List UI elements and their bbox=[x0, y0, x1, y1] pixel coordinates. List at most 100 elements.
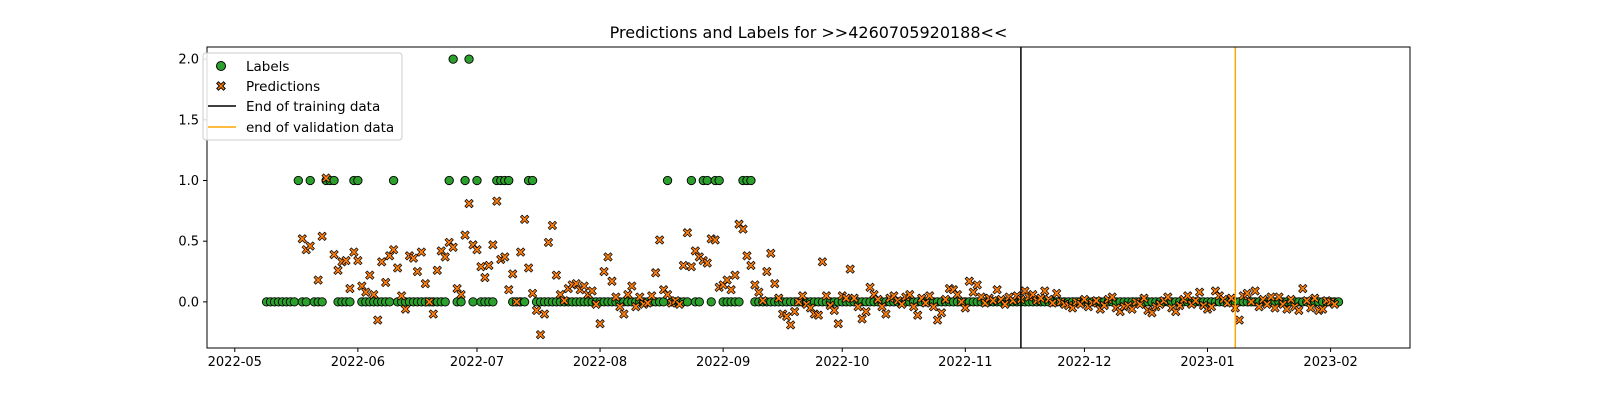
prediction-point bbox=[591, 299, 601, 310]
label-point bbox=[662, 175, 673, 186]
prediction-point bbox=[897, 299, 907, 310]
prediction-point bbox=[650, 268, 661, 278]
label-point bbox=[472, 175, 482, 186]
label-point bbox=[706, 297, 716, 307]
x-axis: 2022-05 2022-06 2022-07 2022-08 2022-09 2022-… bbox=[208, 348, 1358, 370]
prediction-point bbox=[988, 295, 998, 306]
prediction-point bbox=[341, 255, 351, 266]
label-point bbox=[682, 297, 693, 307]
prediction-point bbox=[829, 305, 840, 316]
prediction-point bbox=[1302, 295, 1312, 306]
prediction-point bbox=[595, 319, 605, 329]
prediction-point bbox=[770, 278, 780, 289]
prediction-point bbox=[519, 214, 530, 225]
label-point bbox=[658, 297, 669, 307]
prediction-point bbox=[472, 244, 482, 255]
label-point bbox=[694, 297, 704, 307]
label-point bbox=[384, 297, 395, 307]
prediction-point bbox=[920, 298, 931, 308]
prediction-point bbox=[762, 266, 772, 277]
prediction-point bbox=[448, 242, 458, 252]
prediction-point bbox=[400, 304, 411, 314]
x-tick-label: 2022-10 bbox=[815, 355, 869, 370]
prediction-point bbox=[559, 295, 570, 306]
x-tick-label: 2022-12 bbox=[1057, 355, 1111, 370]
prediction-point bbox=[464, 198, 474, 209]
prediction-point bbox=[1310, 293, 1320, 303]
prediction-point bbox=[321, 173, 331, 183]
label-point bbox=[460, 175, 470, 186]
prediction-point bbox=[674, 299, 685, 310]
x-tick-label: 2022-11 bbox=[938, 355, 992, 370]
label-point bbox=[345, 297, 355, 307]
y-tick-label: 1.5 bbox=[178, 113, 199, 128]
prediction-point bbox=[758, 295, 768, 306]
prediction-point bbox=[1234, 315, 1244, 325]
prediction-point bbox=[710, 235, 720, 245]
prediction-point bbox=[702, 258, 712, 268]
prediction-point bbox=[1047, 298, 1058, 308]
label-point bbox=[305, 175, 315, 186]
prediction-point bbox=[623, 289, 633, 300]
prediction-point bbox=[373, 315, 383, 325]
plot-frame bbox=[206, 46, 1411, 349]
prediction-point bbox=[662, 289, 673, 300]
prediction-point bbox=[781, 311, 792, 322]
prediction-point bbox=[305, 241, 315, 251]
prediction-point bbox=[412, 266, 423, 277]
prediction-point bbox=[992, 285, 1002, 295]
prediction-point bbox=[750, 280, 760, 290]
prediction-point bbox=[551, 270, 562, 280]
legend: Labels Predictions End of training data … bbox=[202, 52, 403, 141]
prediction-point bbox=[440, 252, 450, 262]
prediction-point bbox=[845, 264, 855, 274]
prediction-point bbox=[654, 235, 665, 245]
prediction-point bbox=[1040, 286, 1050, 296]
y-tick-label: 0.0 bbox=[178, 295, 199, 310]
prediction-point bbox=[1107, 292, 1117, 302]
prediction-point bbox=[960, 303, 971, 313]
x-tick-label: 2022-05 bbox=[208, 355, 262, 370]
prediction-point bbox=[376, 257, 387, 267]
prediction-point bbox=[388, 244, 399, 255]
prediction-point bbox=[1000, 299, 1010, 310]
legend-labels-marker bbox=[216, 61, 226, 71]
prediction-point bbox=[813, 310, 824, 320]
prediction-point bbox=[1194, 287, 1205, 297]
prediction-point bbox=[1250, 286, 1260, 296]
prediction-point bbox=[611, 292, 621, 302]
prediction-point bbox=[1282, 304, 1292, 314]
prediction-point bbox=[909, 302, 919, 312]
prediction-point bbox=[317, 231, 327, 242]
prediction-point bbox=[484, 260, 494, 271]
prediction-point bbox=[1317, 304, 1328, 314]
prediction-point bbox=[746, 260, 756, 271]
x-tick-label: 2022-07 bbox=[450, 355, 504, 370]
prediction-point bbox=[881, 309, 891, 319]
prediction-point bbox=[1163, 292, 1173, 302]
prediction-point bbox=[857, 314, 867, 324]
legend-predictions-text: Predictions bbox=[246, 79, 320, 95]
label-point bbox=[464, 54, 474, 64]
prediction-point bbox=[1051, 288, 1062, 299]
label-point bbox=[353, 175, 363, 186]
label-point bbox=[714, 175, 724, 186]
prediction-point bbox=[1329, 299, 1340, 310]
label-point bbox=[301, 297, 311, 307]
prediction-point bbox=[615, 302, 625, 312]
label-point bbox=[746, 175, 756, 186]
prediction-point bbox=[396, 291, 407, 301]
prediction-point bbox=[646, 291, 657, 301]
y-tick-label: 0.5 bbox=[178, 235, 199, 250]
prediction-point bbox=[380, 277, 391, 288]
prediction-point bbox=[508, 269, 518, 279]
x-tick-label: 2022-08 bbox=[573, 355, 627, 370]
prediction-point bbox=[1286, 294, 1296, 305]
label-point bbox=[456, 297, 466, 307]
label-point bbox=[444, 175, 454, 186]
x-tick-label: 2022-09 bbox=[696, 355, 750, 370]
prediction-point bbox=[607, 276, 617, 286]
label-point bbox=[734, 297, 744, 307]
prediction-point bbox=[678, 260, 689, 271]
prediction-point bbox=[587, 286, 597, 296]
